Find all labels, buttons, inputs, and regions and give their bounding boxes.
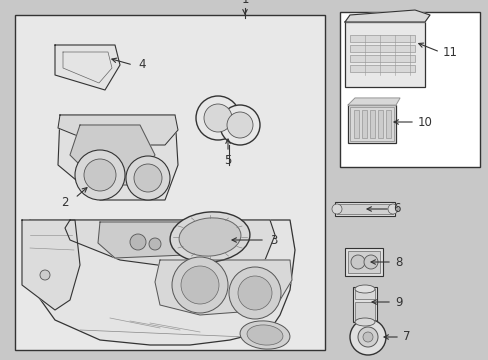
Polygon shape bbox=[55, 45, 120, 90]
Bar bbox=[361, 110, 366, 138]
Circle shape bbox=[363, 255, 377, 269]
Ellipse shape bbox=[246, 325, 283, 345]
Ellipse shape bbox=[170, 212, 249, 262]
Circle shape bbox=[350, 255, 364, 269]
Text: 7: 7 bbox=[402, 330, 409, 343]
Polygon shape bbox=[70, 125, 155, 185]
Polygon shape bbox=[58, 115, 178, 200]
Text: 2: 2 bbox=[61, 195, 69, 208]
Circle shape bbox=[362, 332, 372, 342]
Polygon shape bbox=[155, 260, 291, 315]
Bar bbox=[347, 251, 379, 273]
Ellipse shape bbox=[354, 318, 374, 326]
Polygon shape bbox=[22, 220, 80, 310]
Bar bbox=[354, 302, 374, 320]
Bar bbox=[353, 110, 358, 138]
Circle shape bbox=[130, 234, 146, 250]
Circle shape bbox=[149, 238, 161, 250]
Bar bbox=[385, 110, 390, 138]
Text: 5: 5 bbox=[224, 153, 231, 166]
Circle shape bbox=[203, 104, 231, 132]
Bar bbox=[336, 204, 392, 214]
Bar bbox=[349, 107, 393, 141]
Text: 11: 11 bbox=[442, 45, 457, 58]
Circle shape bbox=[84, 159, 116, 191]
Bar bbox=[345, 248, 382, 276]
Text: 6: 6 bbox=[392, 202, 400, 216]
Bar bbox=[339, 12, 479, 167]
Bar bbox=[345, 22, 424, 87]
Bar bbox=[352, 287, 376, 322]
Text: 1: 1 bbox=[241, 0, 248, 6]
Bar bbox=[377, 110, 382, 138]
Text: 10: 10 bbox=[417, 116, 432, 129]
Circle shape bbox=[349, 319, 385, 355]
Circle shape bbox=[228, 267, 281, 319]
Ellipse shape bbox=[179, 218, 241, 256]
Circle shape bbox=[387, 204, 397, 214]
Polygon shape bbox=[58, 115, 178, 145]
Polygon shape bbox=[345, 10, 429, 22]
Bar bbox=[354, 289, 374, 299]
Bar bbox=[349, 35, 414, 42]
Polygon shape bbox=[25, 220, 294, 345]
Bar bbox=[349, 65, 414, 72]
Bar bbox=[349, 45, 414, 52]
Polygon shape bbox=[65, 220, 274, 268]
Circle shape bbox=[226, 112, 252, 138]
Circle shape bbox=[172, 257, 227, 313]
Circle shape bbox=[75, 150, 125, 200]
Ellipse shape bbox=[354, 285, 374, 293]
Text: 9: 9 bbox=[394, 296, 402, 309]
Circle shape bbox=[331, 204, 341, 214]
Polygon shape bbox=[347, 98, 399, 105]
Polygon shape bbox=[98, 222, 200, 258]
Text: 4: 4 bbox=[138, 58, 145, 72]
Ellipse shape bbox=[240, 321, 289, 349]
Circle shape bbox=[238, 276, 271, 310]
Bar bbox=[369, 110, 374, 138]
Bar bbox=[349, 55, 414, 62]
Bar bbox=[347, 105, 395, 143]
Bar bbox=[334, 202, 394, 216]
Text: 3: 3 bbox=[269, 234, 277, 247]
Circle shape bbox=[126, 156, 170, 200]
Circle shape bbox=[134, 164, 162, 192]
Circle shape bbox=[40, 270, 50, 280]
Circle shape bbox=[220, 105, 260, 145]
Circle shape bbox=[196, 96, 240, 140]
Circle shape bbox=[181, 266, 219, 304]
Bar bbox=[15, 15, 325, 350]
Circle shape bbox=[357, 327, 377, 347]
Text: 8: 8 bbox=[394, 256, 402, 269]
